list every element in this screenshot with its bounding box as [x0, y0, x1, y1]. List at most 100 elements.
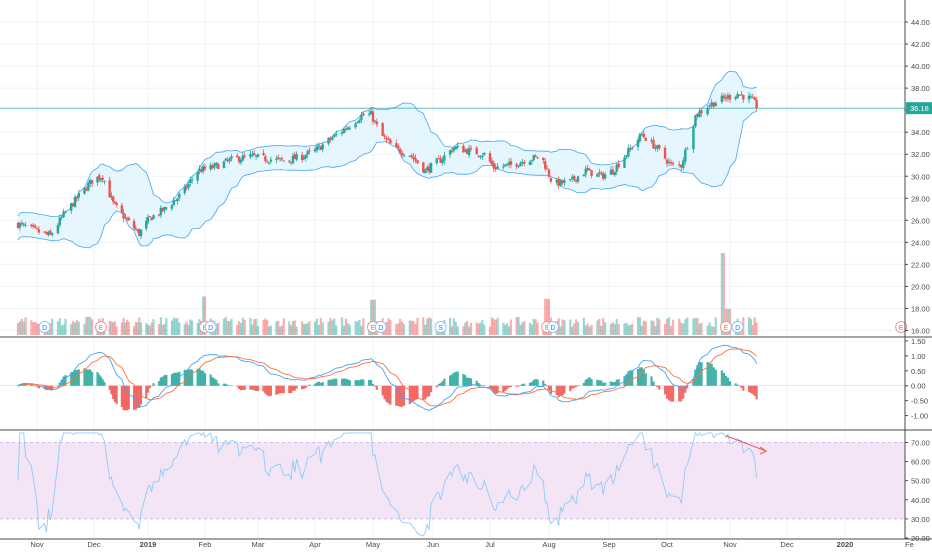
volume-bar	[295, 326, 298, 335]
candle-body	[159, 207, 163, 216]
candle	[313, 146, 317, 153]
volume-bar	[561, 319, 564, 335]
price-tick-label: 42.00	[911, 40, 930, 49]
candle	[87, 180, 90, 192]
candle	[70, 202, 73, 214]
candle-body	[383, 135, 386, 137]
candle-body	[217, 164, 220, 169]
macd-histogram-bar	[468, 377, 471, 386]
volume-bar	[358, 319, 361, 335]
candle	[35, 227, 39, 230]
candle	[47, 230, 50, 237]
macd-histogram-bar	[313, 383, 317, 386]
candle-body	[275, 158, 278, 160]
macd-histogram-bar	[99, 376, 103, 386]
macd-histogram-bar	[545, 385, 549, 387]
candle-body	[650, 140, 653, 142]
candle-body	[235, 155, 239, 158]
candle	[110, 192, 113, 201]
candle-body	[313, 149, 317, 152]
volume-bar	[83, 323, 86, 335]
macd-histogram-bar	[16, 385, 20, 387]
candle-body	[315, 146, 319, 151]
candle	[588, 167, 591, 171]
volume-bar	[266, 320, 269, 335]
candle	[358, 118, 361, 124]
candle	[452, 146, 456, 153]
volume-bar	[483, 324, 486, 335]
candle	[437, 155, 440, 160]
candle	[346, 126, 350, 131]
volume-bar	[588, 326, 591, 335]
candle-body	[90, 179, 94, 184]
volume-bar	[397, 323, 400, 335]
candle-body	[408, 155, 411, 157]
candle-body	[262, 153, 265, 155]
candle-body	[293, 154, 296, 159]
volume-bar	[291, 320, 295, 335]
candle-body	[122, 212, 125, 219]
macd-histogram-bar	[266, 385, 269, 396]
candle	[211, 163, 214, 170]
candle	[157, 213, 161, 217]
candle	[712, 102, 715, 109]
price-tick-label: 34.00	[911, 128, 930, 137]
candle-body	[358, 120, 361, 123]
macd-histogram-bar	[20, 383, 23, 386]
macd-histogram-bar	[139, 385, 143, 405]
candle-body	[613, 172, 616, 176]
candle-body	[638, 133, 642, 142]
macd-histogram-bar	[108, 385, 111, 390]
candle-body	[542, 157, 545, 161]
candle	[749, 93, 753, 99]
macd-histogram-bar	[569, 385, 572, 392]
macd-histogram-bar	[103, 382, 106, 386]
candle-body	[209, 164, 212, 170]
volume-bar	[329, 317, 332, 335]
candle-body	[636, 139, 640, 147]
volume-bar	[658, 319, 661, 335]
volume-bar	[714, 317, 717, 335]
volume-bar	[369, 299, 373, 335]
time-tick-label: Dec	[87, 540, 101, 549]
candle	[150, 217, 153, 221]
macd-histogram-bar	[483, 385, 486, 386]
volume-bar	[722, 253, 726, 335]
candle-body	[665, 159, 669, 164]
volume-bar	[398, 318, 402, 335]
volume-bar	[315, 318, 319, 335]
macd-histogram-bar	[441, 381, 444, 386]
event-marker: D	[204, 321, 217, 333]
volume-bar	[611, 322, 614, 335]
candle	[617, 160, 620, 169]
candle-body	[728, 95, 732, 100]
volume-bar	[241, 317, 244, 335]
candle-body	[396, 145, 400, 149]
candle-body	[329, 138, 332, 140]
macd-histogram-bar	[613, 381, 616, 386]
candle	[396, 143, 400, 151]
volume-bar	[251, 324, 254, 335]
macd-histogram-bar	[157, 381, 161, 386]
candle	[636, 136, 640, 151]
macd-histogram-bar	[127, 385, 130, 410]
candle-body	[35, 227, 39, 229]
candle-body	[582, 174, 586, 177]
volume-bar	[331, 320, 334, 335]
macd-histogram-bar	[381, 385, 384, 396]
candle-body	[111, 196, 115, 202]
candle-body	[277, 157, 280, 159]
macd-histogram-bar	[301, 385, 304, 390]
volume-bar	[576, 322, 580, 335]
macd-histogram-bar	[159, 377, 162, 386]
macd-histogram-bar	[686, 385, 689, 389]
candle	[289, 161, 293, 166]
candle	[615, 162, 618, 176]
macd-tick-label: 0.50	[911, 367, 926, 376]
macd-histogram-bar	[547, 385, 551, 391]
candle	[549, 177, 553, 184]
candle	[249, 150, 252, 159]
time-tick-label: Dec	[780, 540, 794, 549]
volume-bar	[16, 323, 20, 335]
macd-histogram-bar	[196, 368, 199, 386]
